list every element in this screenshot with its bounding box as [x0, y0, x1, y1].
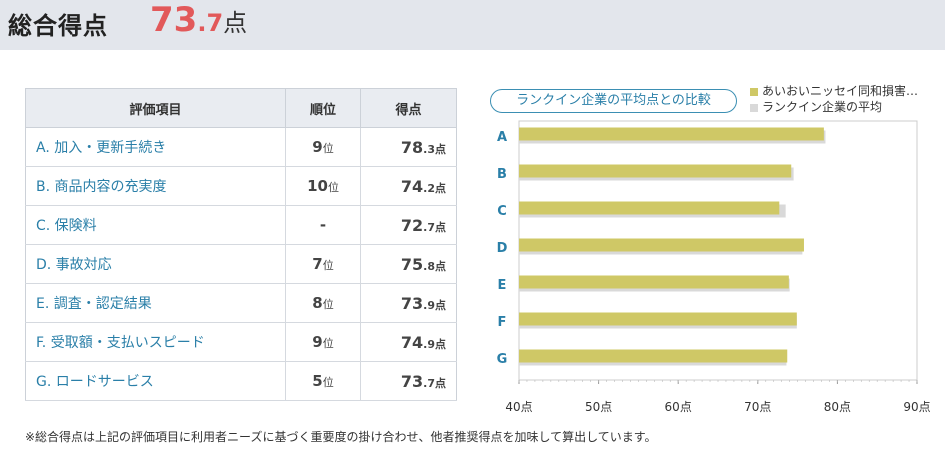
- legend-label-company: あいおいニッセイ同和損害…: [762, 84, 919, 98]
- legend-item-average: ランクイン企業の平均: [750, 99, 918, 115]
- score-decimal: .9点: [423, 298, 446, 312]
- rank-value: -: [319, 216, 327, 234]
- rank-unit: 位: [322, 259, 334, 272]
- category-label-G: G: [497, 352, 508, 367]
- rank-cell: 9位: [285, 127, 361, 167]
- category-label-C: C: [497, 204, 507, 219]
- legend-label-average: ランクイン企業の平均: [762, 100, 883, 114]
- score-cell: 78.3点: [360, 127, 457, 167]
- total-score-unit: 点: [223, 9, 248, 37]
- score-integer: 78: [400, 137, 424, 157]
- score-integer: 74: [400, 332, 424, 352]
- chart-legend: あいおいニッセイ同和損害… ランクイン企業の平均: [750, 83, 918, 115]
- rank-cell: 5位: [285, 361, 361, 401]
- rank-cell: 7位: [285, 244, 361, 284]
- total-score-integer: 73: [150, 0, 198, 40]
- x-tick-label: 70点: [744, 400, 771, 414]
- category-label-E: E: [498, 278, 507, 293]
- rank-unit: 位: [322, 298, 334, 311]
- rank-value: 7: [312, 255, 323, 273]
- bar-company-C: [519, 201, 780, 215]
- evaluation-item-label[interactable]: G. ロードサービス: [25, 361, 286, 401]
- score-integer: 72: [400, 215, 424, 235]
- table-row: A. 加入・更新手続き 9位 78.3点: [25, 127, 457, 167]
- footnote: ※総合得点は上記の評価項目に利用者ニーズに基づく重要度の掛け合わせ、他者推奨得点…: [25, 430, 657, 444]
- rank-unit: 位: [322, 337, 334, 350]
- category-label-B: B: [497, 167, 507, 182]
- category-label-A: A: [497, 130, 507, 145]
- rank-unit: 位: [327, 181, 339, 194]
- rank-value: 8: [312, 294, 323, 312]
- legend-swatch-company: [750, 87, 758, 96]
- category-label-D: D: [497, 241, 508, 256]
- table-header-row: 評価項目 順位 得点: [25, 88, 457, 128]
- bar-company-A: [519, 127, 824, 141]
- score-decimal: .2点: [423, 181, 446, 195]
- score-decimal: .7点: [423, 220, 446, 234]
- page-title: 総合得点: [8, 12, 108, 40]
- bar-company-B: [519, 164, 792, 178]
- legend-item-company: あいおいニッセイ同和損害…: [750, 83, 918, 99]
- rank-value: 9: [312, 138, 323, 156]
- table-row: G. ロードサービス 5位 73.7点: [25, 361, 457, 401]
- legend-swatch-average: [750, 103, 758, 112]
- score-cell: 74.9点: [360, 322, 457, 362]
- x-tick-label: 80点: [824, 400, 851, 414]
- score-integer: 75: [400, 254, 424, 274]
- table-row: C. 保険料 - 72.7点: [25, 205, 457, 245]
- column-header-score: 得点: [360, 88, 457, 128]
- bar-company-F: [519, 312, 797, 326]
- table-row: D. 事故対応 7位 75.8点: [25, 244, 457, 284]
- rank-value: 9: [312, 333, 323, 351]
- rank-cell: 9位: [285, 322, 361, 362]
- score-cell: 73.7点: [360, 361, 457, 401]
- score-integer: 74: [400, 176, 424, 196]
- rank-unit: 位: [322, 376, 334, 389]
- x-tick-label: 40点: [505, 400, 532, 414]
- rank-cell: 10位: [285, 166, 361, 206]
- bar-company-G: [519, 349, 788, 363]
- score-integer: 73: [400, 293, 424, 313]
- rank-value: 10: [307, 177, 328, 195]
- evaluation-item-label[interactable]: E. 調査・認定結果: [25, 283, 286, 323]
- rank-value: 5: [312, 372, 323, 390]
- total-score-decimal: .7: [197, 9, 224, 37]
- total-score: 73.7点: [150, 0, 247, 40]
- x-tick-label: 50点: [585, 400, 612, 414]
- rank-cell: -: [285, 205, 361, 245]
- evaluation-item-label[interactable]: A. 加入・更新手続き: [25, 127, 286, 167]
- category-label-F: F: [498, 315, 507, 330]
- header-bar: 総合得点 73.7点: [0, 0, 945, 50]
- score-cell: 75.8点: [360, 244, 457, 284]
- score-decimal: .9点: [423, 337, 446, 351]
- score-decimal: .8点: [423, 259, 446, 273]
- score-decimal: .7点: [423, 376, 446, 390]
- x-tick-label: 60点: [665, 400, 692, 414]
- bar-company-D: [519, 238, 804, 252]
- bar-company-E: [519, 275, 789, 289]
- column-header-item: 評価項目: [25, 88, 286, 128]
- evaluation-item-label[interactable]: C. 保険料: [25, 205, 286, 245]
- evaluation-table: 評価項目 順位 得点 A. 加入・更新手続き 9位 78.3点 B. 商品内容の充実度…: [25, 88, 457, 401]
- score-cell: 72.7点: [360, 205, 457, 245]
- table-body: A. 加入・更新手続き 9位 78.3点 B. 商品内容の充実度 10位 74.2点 C. …: [25, 127, 457, 401]
- x-tick-label: 90点: [903, 400, 930, 414]
- score-integer: 73: [400, 371, 424, 391]
- score-cell: 73.9点: [360, 283, 457, 323]
- score-decimal: .3点: [423, 142, 446, 156]
- chart-comparison-pill: ランクイン企業の平均点との比較: [490, 89, 737, 113]
- rank-unit: 位: [322, 142, 334, 155]
- evaluation-item-label[interactable]: D. 事故対応: [25, 244, 286, 284]
